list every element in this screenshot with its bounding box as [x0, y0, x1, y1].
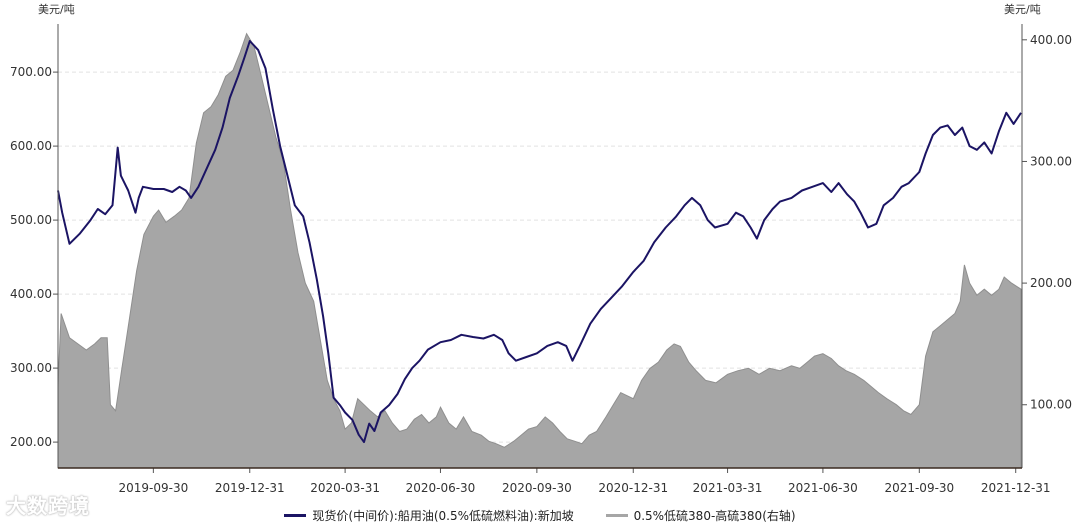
left-axis-tick-label: 300.00 — [10, 361, 52, 375]
left-axis-unit: 美元/吨 — [38, 3, 75, 16]
legend-item-area: 0.5%低硫380-高硫380(右轴) — [605, 507, 796, 524]
legend-swatch-line — [284, 514, 307, 517]
x-axis-tick-label: 2020-06-30 — [406, 481, 476, 495]
right-axis-tick-label: 400.00 — [1030, 33, 1072, 47]
left-axis-tick-label: 500.00 — [10, 213, 52, 227]
left-axis-tick-label: 200.00 — [10, 435, 52, 449]
left-axis-tick-label: 400.00 — [10, 287, 52, 301]
right-axis-tick-label: 100.00 — [1030, 398, 1072, 412]
legend-swatch-area — [605, 514, 628, 517]
legend: 现货价(中间价):船用油(0.5%低硫燃料油):新加坡 0.5%低硫380-高硫… — [0, 506, 1080, 524]
area-series-low-high-sulfur-spread — [57, 32, 1022, 469]
x-axis-tick-label: 2020-03-31 — [310, 481, 380, 495]
x-axis-tick-label: 2021-09-30 — [884, 481, 954, 495]
left-axis-tick-label: 600.00 — [10, 139, 52, 153]
right-axis-tick-label: 300.00 — [1030, 154, 1072, 168]
right-axis-unit: 美元/吨 — [1004, 3, 1041, 16]
legend-label-area: 0.5%低硫380-高硫380(右轴) — [633, 509, 796, 523]
line-series-vlsfo-singapore — [57, 40, 1022, 444]
area-series-layer — [57, 32, 1022, 469]
right-axis-tick-label: 200.00 — [1030, 276, 1072, 290]
x-axis-tick-label: 2021-12-31 — [981, 481, 1051, 495]
x-axis-tick-label: 2019-09-30 — [118, 481, 188, 495]
x-axis-tick-label: 2020-09-30 — [502, 481, 572, 495]
axes: 200.00 300.00 400.00 500.00 600.00 700.00 100.… — [10, 24, 1072, 495]
line-series-layer — [57, 40, 1022, 444]
x-axis-tick-label: 2021-06-30 — [788, 481, 858, 495]
watermark-logo: 大数跨境 — [6, 494, 90, 518]
left-axis-tick-label: 700.00 — [10, 65, 52, 79]
legend-item-line: 现货价(中间价):船用油(0.5%低硫燃料油):新加坡 — [284, 507, 574, 524]
legend-label-line: 现货价(中间价):船用油(0.5%低硫燃料油):新加坡 — [312, 509, 574, 523]
x-axis-tick-label: 2020-12-31 — [598, 481, 668, 495]
x-axis-tick-label: 2019-12-31 — [215, 481, 285, 495]
x-axis-tick-label: 2021-03-31 — [693, 481, 763, 495]
